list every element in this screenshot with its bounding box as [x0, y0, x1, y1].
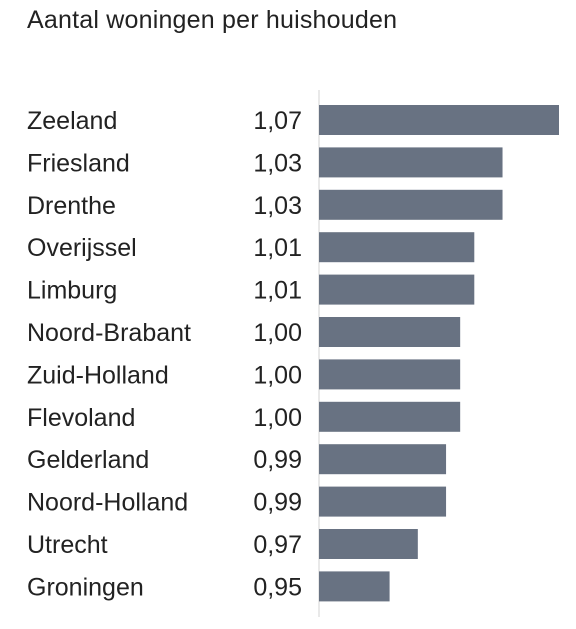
bar	[319, 105, 559, 135]
bar-row: Noord-Brabant 1,00	[27, 317, 461, 347]
category-label: Overijssel	[27, 234, 137, 262]
value-label: 0,97	[253, 531, 302, 559]
category-label: Groningen	[27, 573, 144, 601]
category-label: Gelderland	[27, 446, 149, 474]
value-label: 0,99	[253, 489, 302, 517]
bar	[319, 147, 503, 178]
bar-row: Friesland 1,03	[27, 147, 503, 178]
bar	[319, 274, 475, 305]
bar-row: Zuid-Holland 1,00	[27, 359, 461, 390]
category-label: Friesland	[27, 149, 130, 177]
bar-row: Overijssel 1,01	[27, 232, 475, 263]
bar	[319, 189, 503, 220]
bar-row: Groningen 0,95	[27, 571, 390, 602]
value-label: 1,00	[253, 404, 302, 432]
bar	[319, 571, 390, 602]
category-label: Zeeland	[27, 107, 117, 135]
bar-row: Zeeland 1,07	[27, 105, 559, 135]
category-label: Noord-Brabant	[27, 319, 191, 347]
value-label: 1,00	[253, 361, 302, 389]
bar	[319, 232, 475, 263]
category-label: Flevoland	[27, 404, 135, 432]
bar	[319, 486, 447, 517]
bar	[319, 444, 447, 475]
category-label: Limburg	[27, 277, 117, 305]
value-label: 0,99	[253, 446, 302, 474]
bar-row: Gelderland 0,99	[27, 444, 447, 475]
bar-row: Drenthe 1,03	[27, 189, 503, 220]
value-label: 1,03	[253, 149, 302, 177]
category-label: Noord-Holland	[27, 489, 188, 517]
value-label: 1,01	[253, 234, 302, 262]
category-label: Zuid-Holland	[27, 361, 169, 389]
bar	[319, 401, 461, 432]
bar	[319, 529, 418, 559]
bar-row: Noord-Holland 0,99	[27, 486, 447, 517]
value-label: 0,95	[253, 573, 302, 601]
bar-rows: Zeeland 1,07 Friesland 1,03 Drenthe 1,03 Overi…	[27, 105, 559, 602]
bar-row: Limburg 1,01	[27, 274, 475, 305]
category-label: Drenthe	[27, 192, 116, 220]
value-label: 1,01	[253, 277, 302, 305]
bar	[319, 317, 461, 347]
value-label: 1,03	[253, 192, 302, 220]
chart-title: Aantal woningen per huishouden	[27, 6, 398, 34]
category-label: Utrecht	[27, 531, 108, 559]
bar-row: Utrecht 0,97	[27, 529, 418, 559]
value-label: 1,00	[253, 319, 302, 347]
bar	[319, 359, 461, 390]
value-label: 1,07	[253, 107, 302, 135]
bar-row: Flevoland 1,00	[27, 401, 461, 432]
